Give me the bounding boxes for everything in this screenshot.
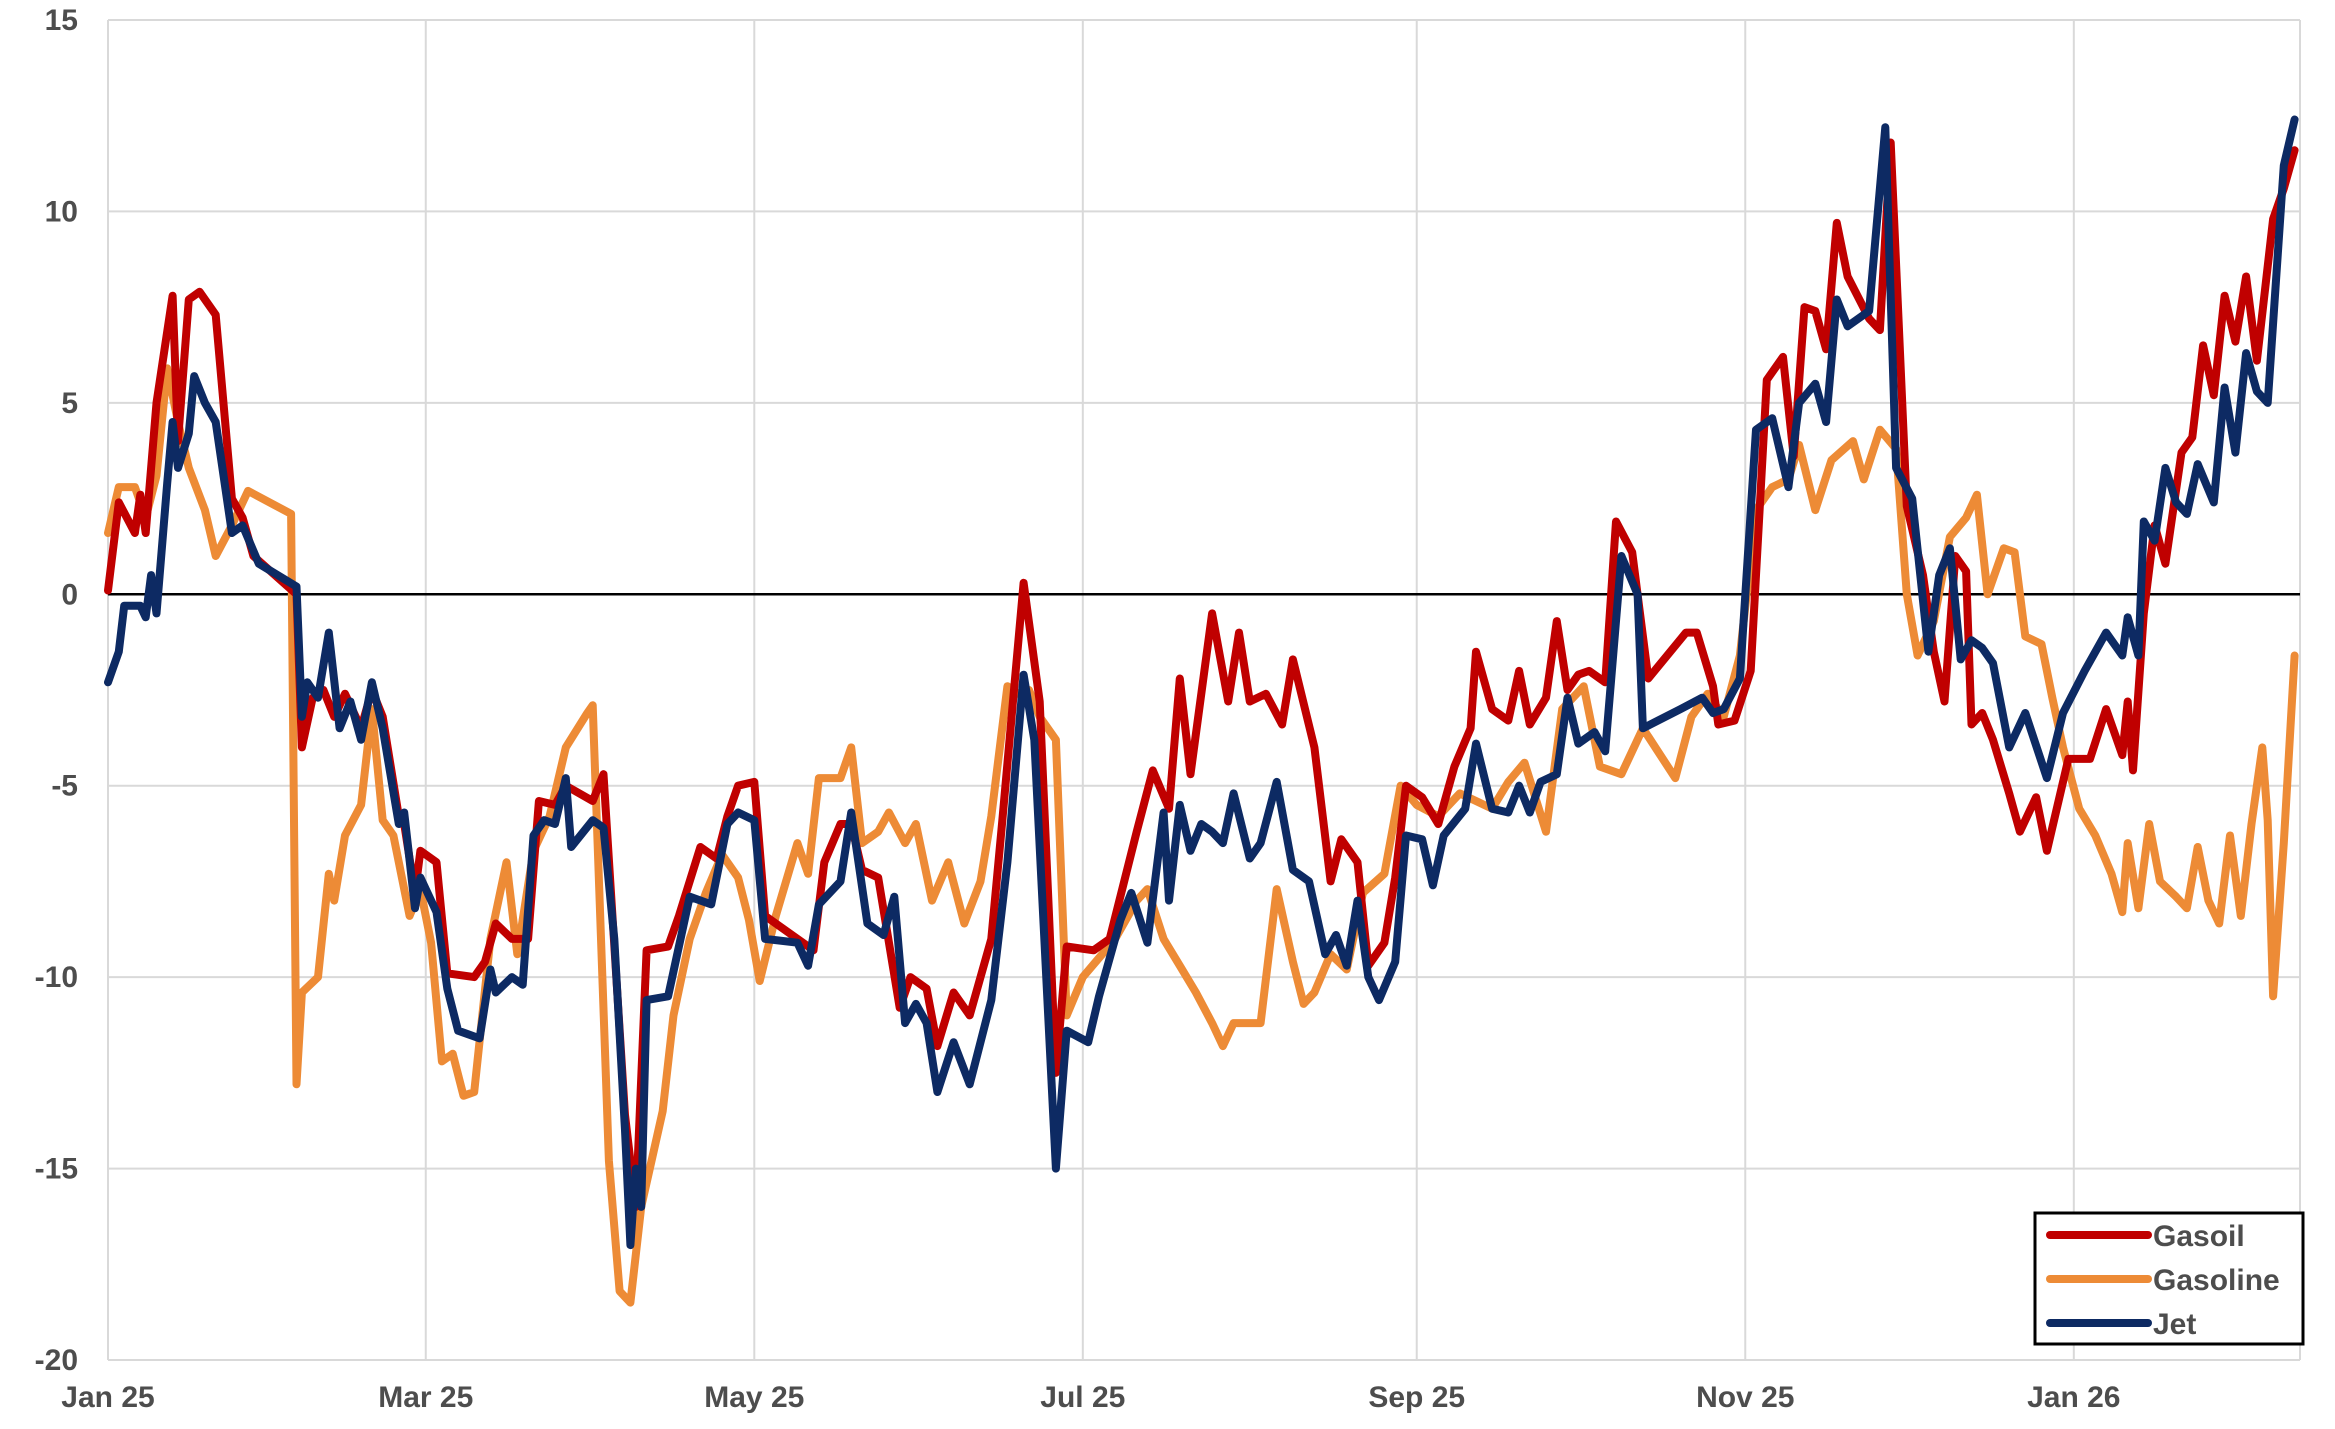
y-tick-label: 15 (45, 4, 78, 37)
x-tick-label: Jan 26 (2027, 1381, 2120, 1414)
legend-label-gasoil: Gasoil (2153, 1220, 2245, 1253)
y-tick-label: 0 (61, 578, 78, 611)
y-tick-label: -15 (35, 1153, 78, 1186)
y-tick-label: 10 (45, 195, 78, 228)
y-axis-ticks: 15 10 5 0 -5 -10 -15 -20 (35, 4, 78, 1377)
x-tick-label: May 25 (704, 1381, 804, 1414)
x-tick-label: Mar 25 (378, 1381, 473, 1414)
x-tick-label: Nov 25 (1696, 1381, 1794, 1414)
x-axis-ticks: Jan 25 Mar 25 May 25 Jul 25 Sep 25 Nov 25 Jan … (61, 1381, 2120, 1414)
x-tick-label: Sep 25 (1368, 1381, 1465, 1414)
y-tick-label: -5 (51, 770, 78, 803)
y-tick-label: 5 (61, 387, 78, 420)
legend-label-jet: Jet (2153, 1308, 2196, 1341)
series-layer (104, 115, 2299, 1307)
series-line-gasoline (104, 364, 2299, 1307)
x-tick-label: Jul 25 (1040, 1381, 1125, 1414)
y-tick-label: -20 (35, 1344, 78, 1377)
x-tick-label: Jan 25 (61, 1381, 154, 1414)
legend-label-gasoline: Gasoline (2153, 1264, 2280, 1297)
series-line-gasoil (104, 138, 2299, 1211)
legend: Gasoil Gasoline Jet (2033, 1211, 2305, 1346)
y-tick-label: -10 (35, 961, 78, 994)
series-line-jet (104, 115, 2299, 1250)
